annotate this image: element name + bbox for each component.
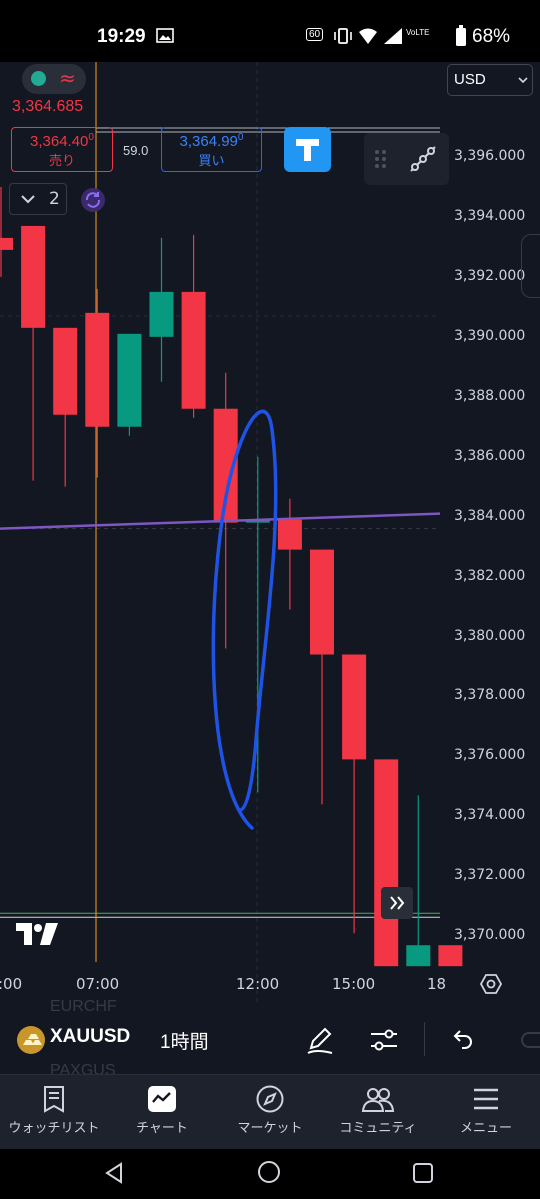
nav-watchlist[interactable]: ウォッチリスト bbox=[0, 1075, 108, 1150]
sell-price-sup: 0 bbox=[88, 132, 94, 143]
volte-badge: VoLTE bbox=[406, 28, 430, 37]
currency-value: USD bbox=[454, 71, 486, 88]
trend-line[interactable] bbox=[0, 512, 441, 530]
side-panel-handle[interactable] bbox=[521, 234, 540, 298]
bottom-navigation: ウォッチリスト チャート マーケット コミュニティ メニュー bbox=[0, 1074, 540, 1150]
wifi-icon bbox=[359, 28, 377, 44]
battery-icon bbox=[456, 25, 466, 46]
current-price-label: 3,364.685 bbox=[12, 98, 84, 115]
market-status-pill[interactable]: ≈ bbox=[22, 64, 86, 94]
interval-button[interactable]: 1時間 bbox=[160, 1032, 209, 1053]
scroll-to-realtime-button[interactable] bbox=[381, 887, 413, 919]
tradingview-logo bbox=[16, 923, 58, 945]
broker-button[interactable] bbox=[284, 127, 331, 172]
candle-body[interactable] bbox=[406, 945, 431, 967]
sync-icon[interactable] bbox=[80, 187, 106, 213]
system-navigation bbox=[0, 1149, 540, 1199]
ghost-symbol-top: EURCHF bbox=[50, 998, 117, 1015]
candle-body[interactable] bbox=[149, 291, 174, 337]
drawing-pen-icon[interactable] bbox=[304, 1024, 336, 1056]
battery-percent: 68% bbox=[472, 26, 511, 47]
chart-icon bbox=[148, 1086, 176, 1112]
currency-select[interactable]: USD bbox=[447, 64, 533, 96]
gallery-icon bbox=[156, 28, 174, 43]
candle-body[interactable] bbox=[21, 225, 46, 328]
candle-body[interactable] bbox=[245, 519, 270, 523]
candle-body[interactable] bbox=[374, 759, 399, 967]
signal-icon bbox=[384, 28, 402, 44]
recents-icon[interactable] bbox=[412, 1162, 434, 1184]
toolbar-divider bbox=[424, 1022, 425, 1056]
menu-icon bbox=[474, 1088, 498, 1110]
double-chevron-right-icon bbox=[390, 896, 405, 910]
nav-chart[interactable]: チャート bbox=[108, 1075, 216, 1150]
candlestick-chart[interactable] bbox=[0, 62, 540, 1006]
community-icon bbox=[361, 1088, 395, 1112]
nav-community[interactable]: コミュニティ bbox=[324, 1075, 432, 1150]
sell-price: 3,364.40 bbox=[30, 133, 89, 150]
nav-markets-label: マーケット bbox=[237, 1121, 303, 1136]
gold-bars-icon bbox=[17, 1026, 45, 1054]
sell-label: 売り bbox=[48, 153, 75, 168]
indicators-count: 2 bbox=[49, 189, 60, 209]
buy-button[interactable]: 3,364.990 買い bbox=[161, 127, 262, 172]
back-icon[interactable] bbox=[103, 1162, 125, 1184]
broker-logo-icon bbox=[296, 139, 319, 161]
network-badge: 60 bbox=[306, 28, 324, 41]
buy-price: 3,364.99 bbox=[179, 133, 238, 150]
buy-price-sup: 0 bbox=[237, 132, 244, 143]
candle-body[interactable] bbox=[85, 312, 110, 427]
freehand-annotation[interactable] bbox=[211, 409, 278, 830]
symbol-name[interactable]: XAUUSD bbox=[50, 1026, 131, 1047]
wave-icon: ≈ bbox=[59, 66, 76, 90]
home-icon[interactable] bbox=[257, 1160, 281, 1184]
chevron-down-icon bbox=[518, 77, 528, 84]
nav-menu[interactable]: メニュー bbox=[432, 1075, 540, 1150]
nav-community-label: コミュニティ bbox=[339, 1121, 417, 1136]
nav-menu-label: メニュー bbox=[459, 1121, 512, 1136]
candle-body[interactable] bbox=[0, 237, 13, 250]
candle-body[interactable] bbox=[181, 291, 206, 409]
nav-chart-label: チャート bbox=[136, 1121, 188, 1136]
compass-icon bbox=[256, 1085, 284, 1113]
nav-markets[interactable]: マーケット bbox=[216, 1075, 324, 1150]
indicators-toggle[interactable]: 2 bbox=[9, 183, 67, 215]
undo-icon[interactable] bbox=[450, 1028, 474, 1052]
sell-button[interactable]: 3,364.400 売り bbox=[11, 127, 113, 172]
candle-body[interactable] bbox=[310, 549, 334, 655]
redo-icon-partial[interactable] bbox=[521, 1032, 540, 1048]
drag-handle-icon[interactable] bbox=[374, 149, 388, 169]
status-bar: 19:29 60 VoLTE 68% bbox=[0, 0, 540, 62]
candle-body[interactable] bbox=[438, 945, 463, 967]
candle-body[interactable] bbox=[117, 333, 142, 427]
vibrate-icon bbox=[334, 28, 352, 44]
indicator-settings-icon[interactable] bbox=[369, 1025, 399, 1055]
chart-area[interactable] bbox=[0, 62, 540, 1006]
settings-icon[interactable] bbox=[479, 972, 503, 996]
buy-label: 買い bbox=[198, 153, 225, 168]
market-open-dot bbox=[31, 71, 46, 86]
drawing-toolbar[interactable] bbox=[364, 133, 449, 185]
nav-watchlist-label: ウォッチリスト bbox=[8, 1121, 100, 1136]
status-time: 19:29 bbox=[97, 26, 146, 47]
spread-value: 59.0 bbox=[123, 143, 149, 158]
candle-body[interactable] bbox=[53, 327, 78, 415]
candle-body[interactable] bbox=[277, 519, 302, 550]
candle-body[interactable] bbox=[342, 654, 367, 760]
watchlist-icon bbox=[44, 1086, 64, 1113]
trend-line-tool-icon[interactable] bbox=[407, 143, 439, 175]
symbol-toolbar: EURCHF PAXGUS XAUUSD 1時間 bbox=[0, 998, 540, 1079]
chevron-down-icon bbox=[21, 195, 35, 204]
